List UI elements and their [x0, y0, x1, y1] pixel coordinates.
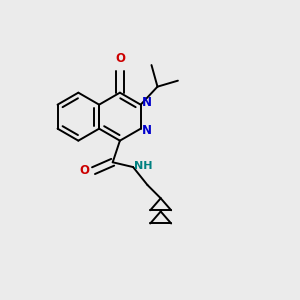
- Text: N: N: [142, 124, 152, 136]
- Text: O: O: [80, 164, 89, 177]
- Text: N: N: [142, 96, 152, 109]
- Text: NH: NH: [134, 161, 153, 171]
- Text: O: O: [115, 52, 125, 65]
